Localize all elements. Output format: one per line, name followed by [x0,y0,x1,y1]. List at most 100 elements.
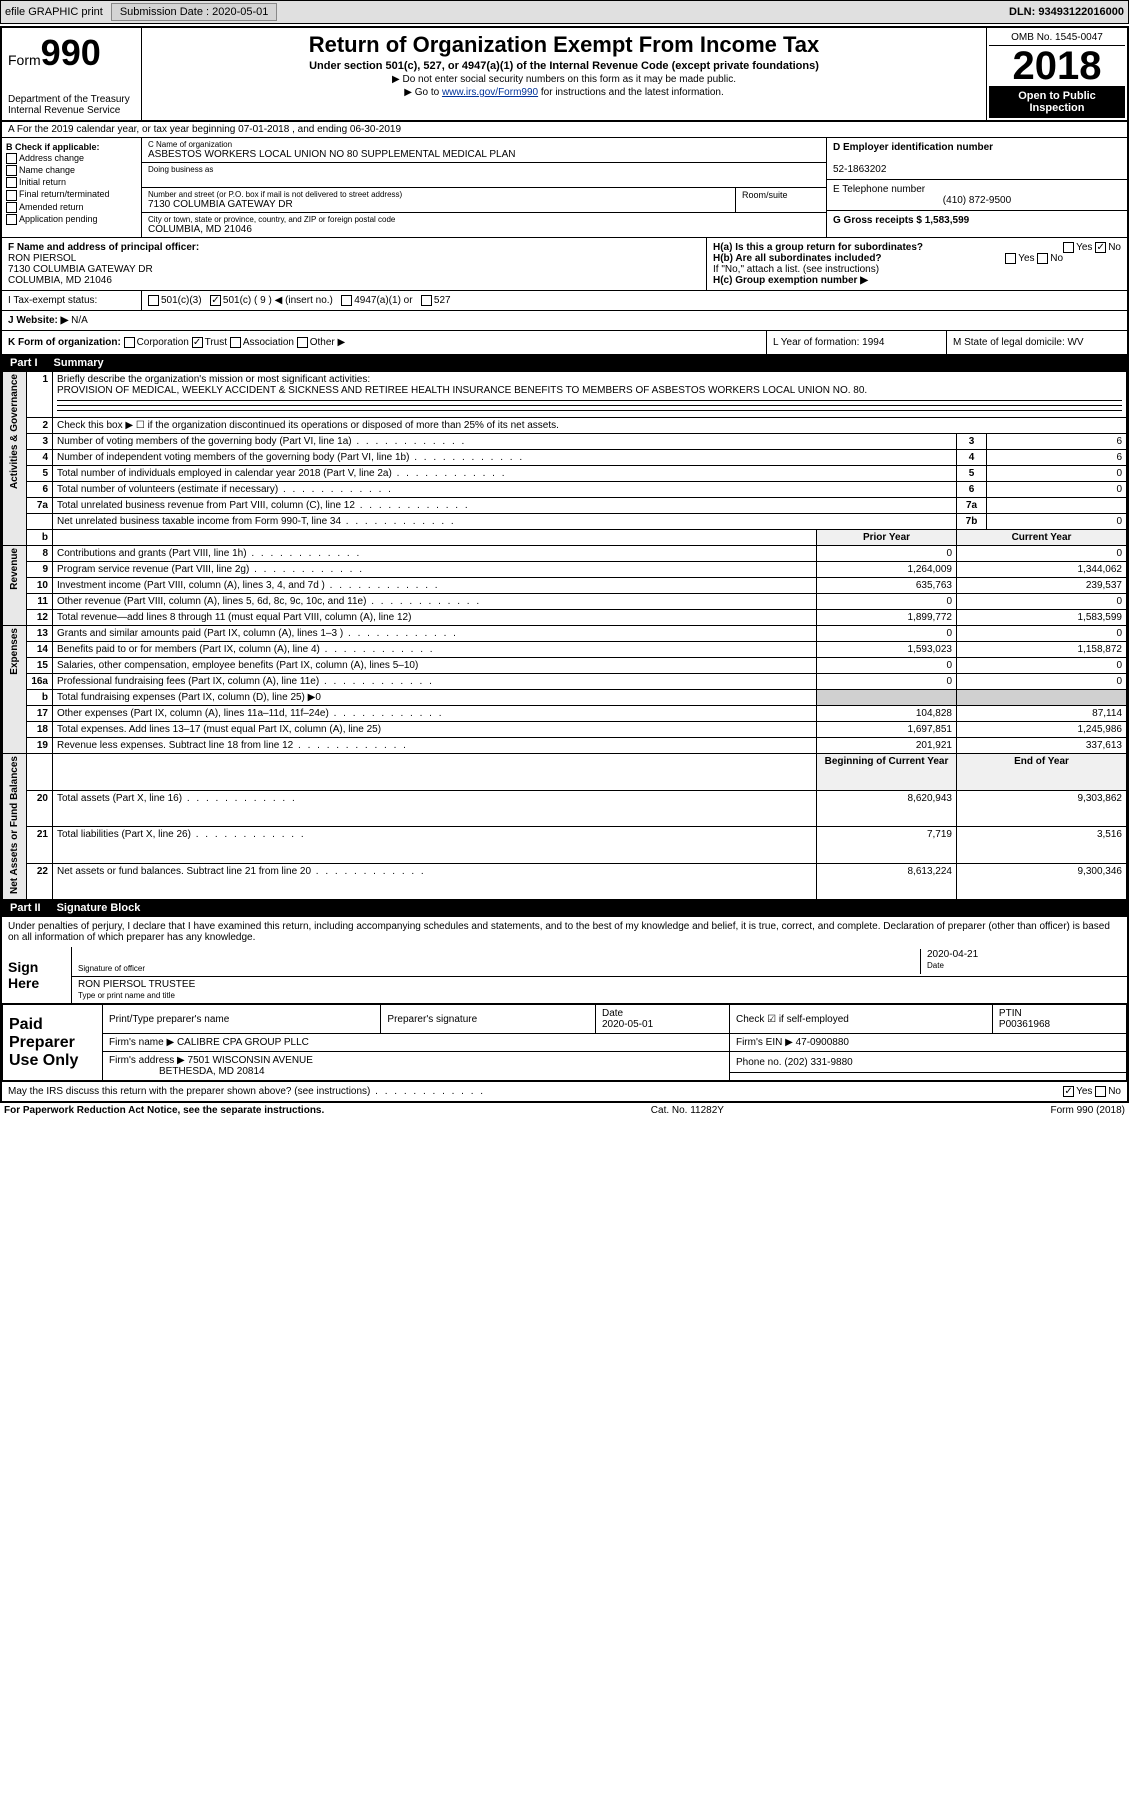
opt-501c9[interactable]: 501(c) ( 9 ) ◀ (insert no.) [223,295,333,306]
row-7a: 7aTotal unrelated business revenue from … [3,498,1127,514]
part2-header: Part II Signature Block [2,900,1127,916]
chk-name-change[interactable]: Name change [6,165,137,176]
ptin-value: P00361968 [999,1019,1050,1030]
chk-amended-return[interactable]: Amended return [6,202,137,213]
opt-527[interactable]: 527 [434,295,451,306]
opt-assoc[interactable]: Association [243,337,294,348]
sig-off-label: Signature of officer [78,964,145,973]
note-goto: ▶ Go to www.irs.gov/Form990 for instruct… [150,87,978,98]
row-i: I Tax-exempt status: 501(c)(3) ✓501(c) (… [2,291,1127,311]
hb-note: If "No," attach a list. (see instruction… [713,264,1121,275]
chk-application-pending[interactable]: Application pending [6,214,137,225]
vtab-expenses: Expenses [9,628,20,675]
sign-here-label: Sign Here [2,947,72,1003]
opt-4947[interactable]: 4947(a)(1) or [354,295,412,306]
dln-label: DLN: 93493122016000 [1009,6,1124,18]
name-label: Type or print name and title [78,991,175,1000]
website-label: J Website: ▶ [8,315,68,326]
prep-date-label: Date [602,1008,623,1019]
line1-text: PROVISION OF MEDICAL, WEEKLY ACCIDENT & … [57,385,867,396]
opt-501c3[interactable]: 501(c)(3) [161,295,202,306]
chk-initial-return[interactable]: Initial return [6,177,137,188]
department-label: Department of the Treasury Internal Reve… [8,94,135,116]
signature-block: Under penalties of perjury, I declare th… [2,916,1127,1101]
phone-label: E Telephone number [833,184,925,195]
officer-printed-name: RON PIERSOL TRUSTEE [78,979,195,990]
vtab-revenue: Revenue [9,548,20,590]
opt-corp[interactable]: Corporation [137,337,189,348]
form-990-container: Form990 Department of the Treasury Inter… [0,26,1129,1103]
firm-addr1: 7501 WISCONSIN AVENUE [188,1055,313,1066]
box-d: D Employer identification number 52-1863… [827,138,1127,237]
addr-label: Number and street (or P.O. box if mail i… [148,190,729,199]
current-year-header: Current Year [957,530,1127,546]
hb-label: H(b) Are all subordinates included? [713,253,882,264]
paid-preparer-table: Paid Preparer Use Only Print/Type prepar… [2,1004,1127,1081]
form-number-big: 990 [41,32,101,73]
discuss-no[interactable]: No [1108,1086,1121,1097]
box-c: C Name of organization ASBESTOS WORKERS … [142,138,827,237]
vtab-netassets: Net Assets or Fund Balances [9,756,20,894]
row-5: 5Total number of individuals employed in… [3,466,1127,482]
end-year-header: End of Year [957,754,1127,791]
box-m: M State of legal domicile: WV [947,331,1127,354]
part1-title: Summary [54,357,104,369]
efile-label[interactable]: efile GRAPHIC print [5,6,103,18]
prep-name-label: Print/Type preparer's name [103,1005,381,1034]
discuss-row: May the IRS discuss this return with the… [2,1081,1127,1101]
firm-addr-label: Firm's address ▶ [109,1055,185,1066]
row-fh: F Name and address of principal officer:… [2,238,1127,291]
submission-date-button[interactable]: Submission Date : 2020-05-01 [111,3,278,21]
box-l: L Year of formation: 1994 [767,331,947,354]
sig-date-label: Date [927,961,944,970]
row-klm: K Form of organization: Corporation ✓Tru… [2,331,1127,355]
box-f-label: F Name and address of principal officer: [8,242,199,253]
vtab-activities: Activities & Governance [9,374,20,489]
officer-addr2: COLUMBIA, MD 21046 [8,275,112,286]
row-j: J Website: ▶ N/A [2,311,1127,331]
tax-year: 2018 [989,46,1125,86]
dba-value [148,174,820,185]
chk-final-return[interactable]: Final return/terminated [6,189,137,200]
row-4: 4Number of independent voting members of… [3,450,1127,466]
irs-link[interactable]: www.irs.gov/Form990 [442,87,538,98]
ptin-label: PTIN [999,1008,1022,1019]
open-public-badge: Open to Public Inspection [989,86,1125,118]
penalty-statement: Under penalties of perjury, I declare th… [2,917,1127,947]
part2-num: Part II [10,902,41,914]
org-name-label: C Name of organization [148,140,820,149]
part1-num: Part I [10,357,38,369]
org-name: ASBESTOS WORKERS LOCAL UNION NO 80 SUPPL… [148,149,820,160]
discuss-yes[interactable]: Yes [1076,1086,1092,1097]
form-number: Form990 [8,32,135,74]
ha-yes[interactable]: Yes [1076,242,1092,253]
firm-ein: 47-0900880 [796,1037,849,1048]
tax-exempt-label: I Tax-exempt status: [2,291,142,310]
box-h: H(a) Is this a group return for subordin… [707,238,1127,290]
ha-no[interactable]: No [1108,242,1121,253]
box-b: B Check if applicable: Address change Na… [2,138,142,237]
tax-exempt-options: 501(c)(3) ✓501(c) ( 9 ) ◀ (insert no.) 4… [142,291,1127,310]
line1-label: Briefly describe the organization's miss… [57,374,370,385]
top-toolbar: efile GRAPHIC print Submission Date : 20… [0,0,1129,24]
room-label: Room/suite [736,188,826,212]
ein-value: 52-1863202 [833,164,886,175]
city-value: COLUMBIA, MD 21046 [148,224,820,235]
footer-right: Form 990 (2018) [1051,1105,1125,1116]
note-no-ssn: ▶ Do not enter social security numbers o… [150,74,978,85]
self-employed-check[interactable]: Check ☑ if self-employed [729,1005,992,1034]
opt-other[interactable]: Other ▶ [310,337,345,348]
line-a: A For the 2019 calendar year, or tax yea… [2,122,1127,138]
box-f: F Name and address of principal officer:… [2,238,707,290]
city-label: City or town, state or province, country… [148,215,820,224]
firm-ein-label: Firm's EIN ▶ [736,1037,793,1048]
firm-addr2: BETHESDA, MD 20814 [159,1066,265,1077]
firm-phone-label: Phone no. [736,1057,782,1068]
footer-left: For Paperwork Reduction Act Notice, see … [4,1105,324,1116]
footer-mid: Cat. No. 11282Y [651,1105,724,1116]
begin-year-header: Beginning of Current Year [817,754,957,791]
row-6: 6Total number of volunteers (estimate if… [3,482,1127,498]
dba-label: Doing business as [148,165,820,174]
chk-address-change[interactable]: Address change [6,153,137,164]
opt-trust[interactable]: Trust [205,337,227,348]
